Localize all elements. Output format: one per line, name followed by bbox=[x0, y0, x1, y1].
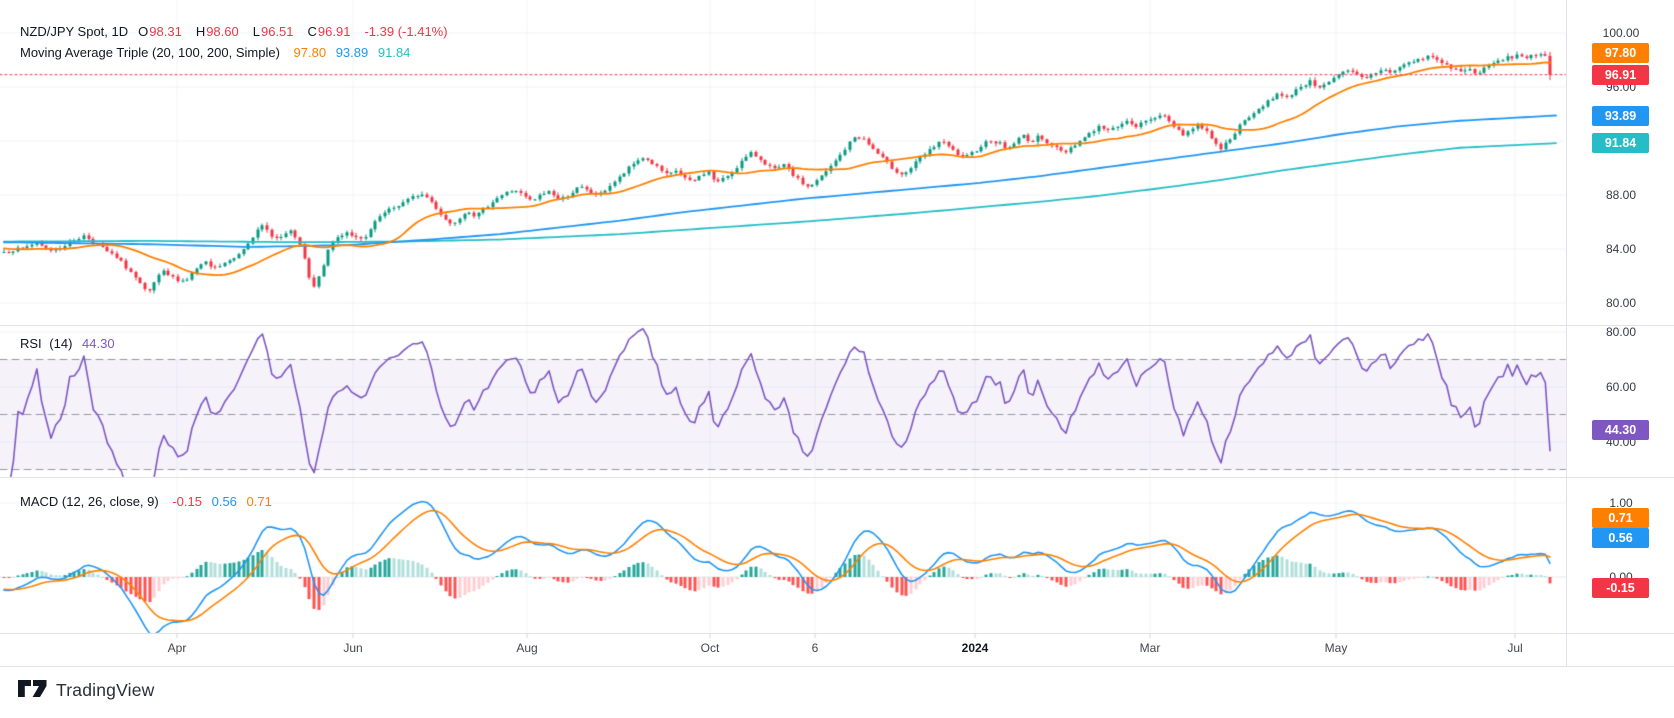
ohlc-close-value: 96.91 bbox=[317, 24, 351, 39]
tradingview-logo-link[interactable]: TradingView bbox=[18, 680, 155, 701]
price-axis-separator bbox=[1566, 0, 1567, 666]
ohlc-high-label: H bbox=[195, 24, 206, 39]
ohlc-open-label: O bbox=[138, 24, 149, 39]
time-label: May bbox=[1324, 641, 1348, 655]
price-tick-label: 60.00 bbox=[1605, 380, 1637, 394]
ohlc-low-label: L bbox=[252, 24, 260, 39]
macd-line-value: 0.56 bbox=[211, 494, 237, 509]
ma20-value: 97.80 bbox=[293, 45, 327, 60]
price-tick-label: 80.00 bbox=[1605, 325, 1637, 339]
ohlc-open-value: 98.31 bbox=[149, 24, 182, 39]
price-tick-label: 1.00 bbox=[1609, 496, 1633, 510]
symbol-title[interactable]: NZD/JPY Spot, 1D bbox=[20, 24, 129, 39]
price-badge: -0.15 bbox=[1592, 578, 1649, 598]
rsi-indicator-title[interactable]: RSI bbox=[20, 336, 42, 351]
time-label: Jun bbox=[343, 641, 363, 655]
ma200-value: 91.84 bbox=[377, 45, 411, 60]
time-label: Apr bbox=[167, 641, 187, 655]
ohlc-high-value: 98.60 bbox=[206, 24, 239, 39]
price-badge: 0.56 bbox=[1592, 528, 1649, 548]
price-badge: 0.71 bbox=[1592, 508, 1649, 528]
tradingview-logo-icon bbox=[18, 680, 47, 697]
price-badge: 91.84 bbox=[1592, 133, 1649, 153]
panel-separator-rsi-macd[interactable] bbox=[0, 477, 1674, 478]
time-label: Aug bbox=[516, 641, 538, 655]
rsi-legend: RSI (14) 44.30 bbox=[20, 336, 121, 352]
time-label: Jul bbox=[1507, 641, 1523, 655]
rsi-value: 44.30 bbox=[82, 336, 115, 351]
chart-canvas[interactable] bbox=[0, 0, 1674, 666]
tradingview-wordmark: TradingView bbox=[56, 680, 155, 700]
change-value: -1.39 (-1.41%) bbox=[364, 24, 448, 39]
price-badge: 97.80 bbox=[1592, 43, 1649, 63]
ma100-value: 93.89 bbox=[335, 45, 369, 60]
chart-bottom-border bbox=[0, 666, 1674, 667]
time-label: 6 bbox=[811, 641, 819, 655]
time-label: Oct bbox=[700, 641, 720, 655]
time-axis-separator bbox=[0, 633, 1674, 634]
macd-signal-value: 0.71 bbox=[246, 494, 272, 509]
price-tick-label: 100.00 bbox=[1602, 26, 1640, 40]
price-tick-label: 80.00 bbox=[1605, 296, 1637, 310]
price-badge: 96.91 bbox=[1592, 65, 1649, 85]
macd-legend: MACD (12, 26, close, 9) -0.15 0.56 0.71 bbox=[20, 494, 278, 510]
price-badge: 44.30 bbox=[1592, 420, 1649, 440]
main-legend: NZD/JPY Spot, 1D O98.31 H98.60 L96.51 C96.91… bbox=[20, 24, 454, 40]
ohlc-low-value: 96.51 bbox=[260, 24, 294, 39]
ma-legend: Moving Average Triple (20, 100, 200, Sim… bbox=[20, 45, 416, 61]
price-badge: 93.89 bbox=[1592, 106, 1649, 126]
ma-indicator-title[interactable]: Moving Average Triple (20, 100, 200, Sim… bbox=[20, 45, 280, 60]
price-tick-label: 84.00 bbox=[1605, 242, 1637, 256]
macd-histogram-value: -0.15 bbox=[172, 494, 202, 509]
ohlc-close-label: C bbox=[307, 24, 317, 39]
time-label: Mar bbox=[1139, 641, 1161, 655]
time-label: 2024 bbox=[961, 641, 989, 655]
macd-indicator-title[interactable]: MACD (12, 26, close, 9) bbox=[20, 494, 159, 509]
rsi-params: (14) bbox=[49, 336, 73, 351]
panel-separator-main-rsi[interactable] bbox=[0, 325, 1674, 326]
price-tick-label: 88.00 bbox=[1605, 188, 1637, 202]
